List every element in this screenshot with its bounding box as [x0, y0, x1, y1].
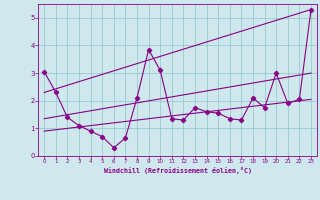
X-axis label: Windchill (Refroidissement éolien,°C): Windchill (Refroidissement éolien,°C) [104, 167, 252, 174]
